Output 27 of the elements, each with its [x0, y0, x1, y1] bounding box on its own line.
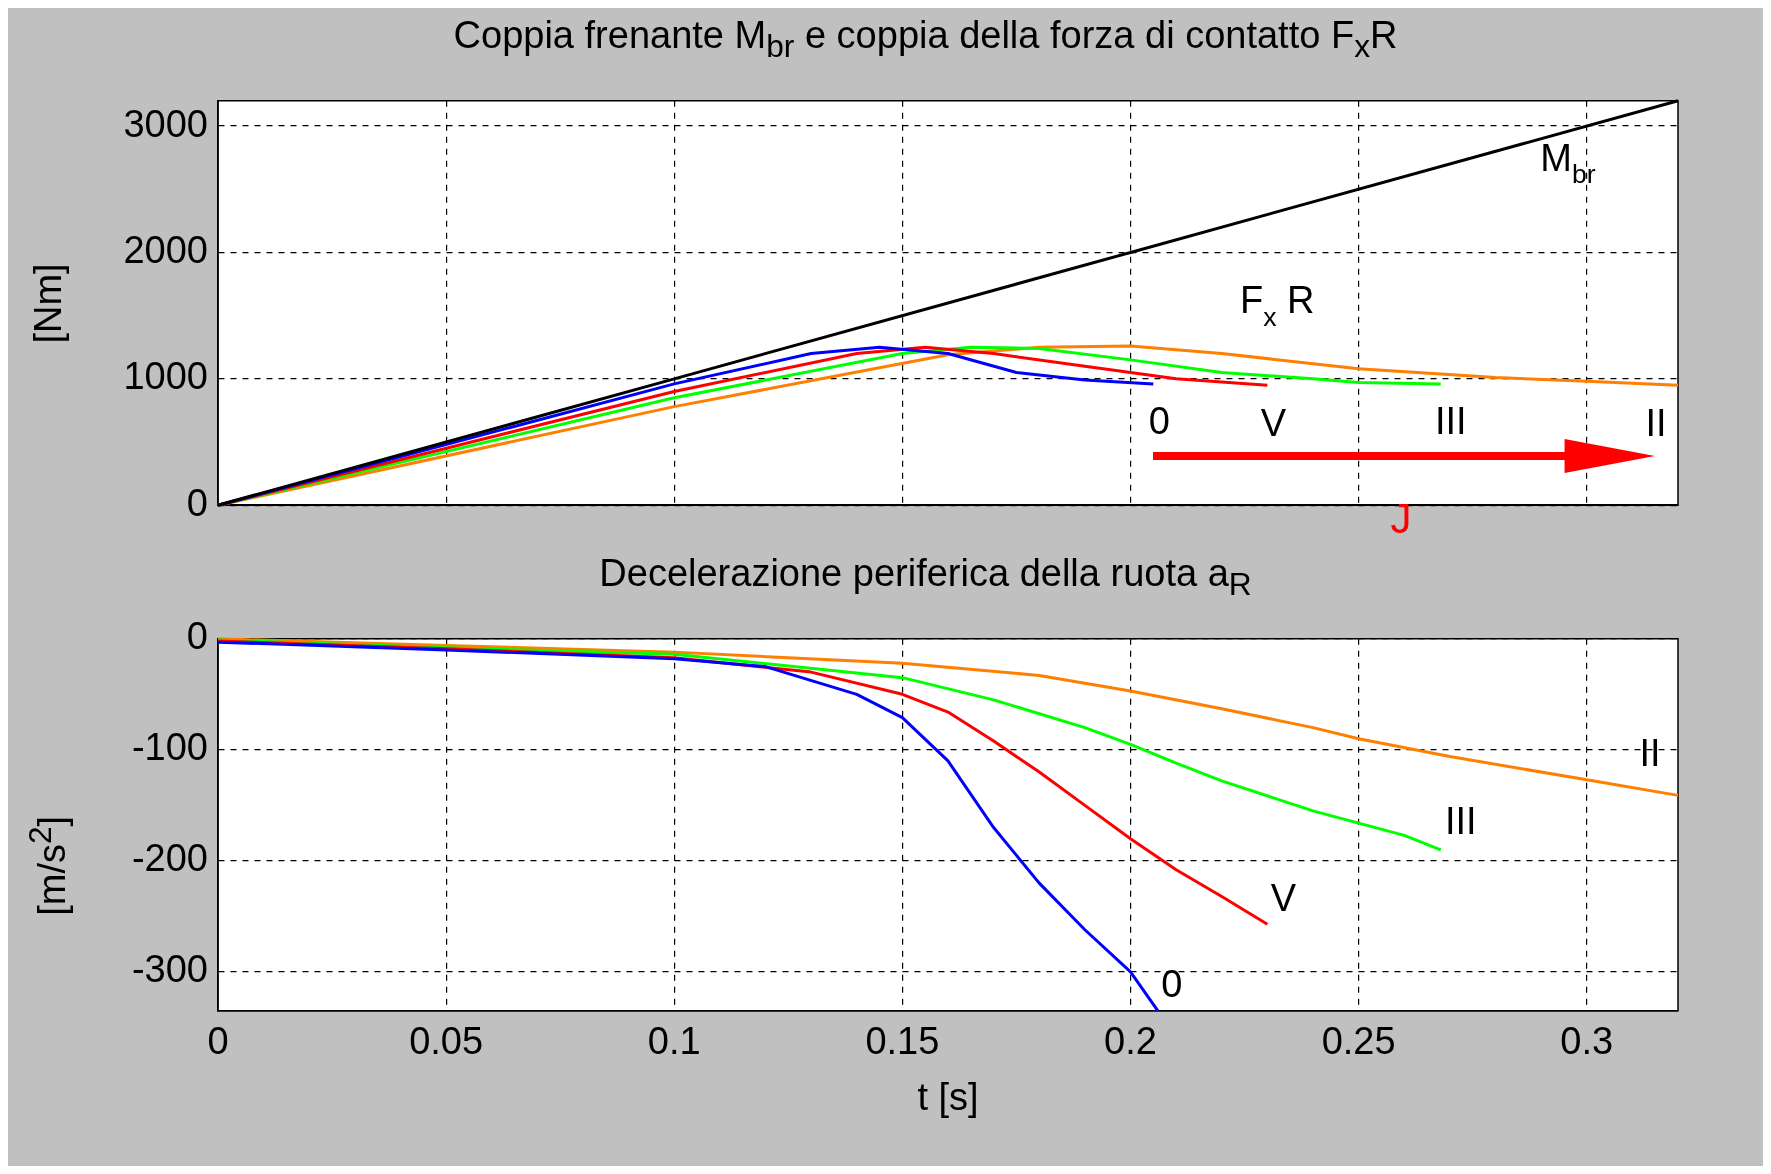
x-tick-label: 0.25	[1321, 1020, 1396, 1063]
y-tick-label: 3000	[123, 102, 208, 145]
x-axis-title: t [s]	[917, 1075, 979, 1118]
x-tick-label: 0.05	[409, 1020, 484, 1063]
y-tick-label: 0	[186, 481, 208, 524]
y-axis-title: [Nm]	[26, 262, 70, 344]
y-tick-label: -100	[131, 726, 208, 769]
x-tick-label: 0.1	[647, 1020, 701, 1063]
y-tick-label: 0	[186, 615, 208, 658]
series-label: V	[1260, 401, 1287, 444]
x-tick-label: 0.15	[865, 1020, 940, 1063]
y-tick-label: 1000	[123, 355, 208, 398]
x-tick-label: 0.3	[1560, 1020, 1614, 1063]
y-tick-label: -300	[131, 948, 208, 991]
series-label: 0	[1161, 963, 1183, 1006]
series-label: III	[1434, 400, 1467, 443]
series-label: II	[1639, 731, 1661, 774]
series-label: III	[1444, 800, 1477, 843]
chart-title: Decelerazione periferica della ruota a$_{R}$	[598, 552, 1253, 604]
x-tick-label: 0.2	[1104, 1020, 1157, 1063]
y-tick-label: -200	[131, 837, 208, 880]
annotation: J	[1390, 495, 1412, 544]
series-label: 0	[1148, 400, 1170, 443]
series-label: V	[1270, 876, 1297, 919]
series-label: II	[1645, 401, 1667, 444]
chart-title: Coppia frenante M$_{br}$ e coppia della forza di contatto F$_{x}$R	[452, 14, 1399, 66]
y-tick-label: 2000	[123, 228, 208, 271]
